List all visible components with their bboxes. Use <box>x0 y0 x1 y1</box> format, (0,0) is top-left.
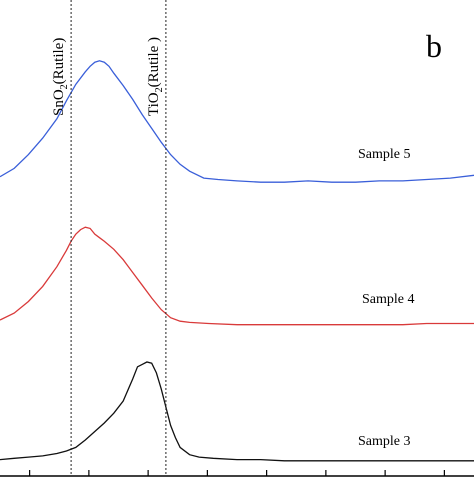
series-layer <box>0 60 474 462</box>
reference-line-label: SnO2(Rutile) <box>51 38 70 116</box>
reference-lines: SnO2(Rutile) TiO2(Rutile ) <box>51 0 167 474</box>
panel-label: b <box>426 28 442 64</box>
series-line-2 <box>0 226 474 326</box>
series-label: Sample 3 <box>358 434 411 449</box>
reference-line-label: TiO2(Rutile ) <box>146 37 165 116</box>
series-label: Sample 4 <box>362 292 415 307</box>
labels-layer: Sample 5 Sample 4 Sample 3 <box>358 147 415 449</box>
x-axis <box>0 470 474 477</box>
series-line-1 <box>0 60 474 183</box>
series-line-3 <box>0 361 474 462</box>
series-label: Sample 5 <box>358 147 411 162</box>
